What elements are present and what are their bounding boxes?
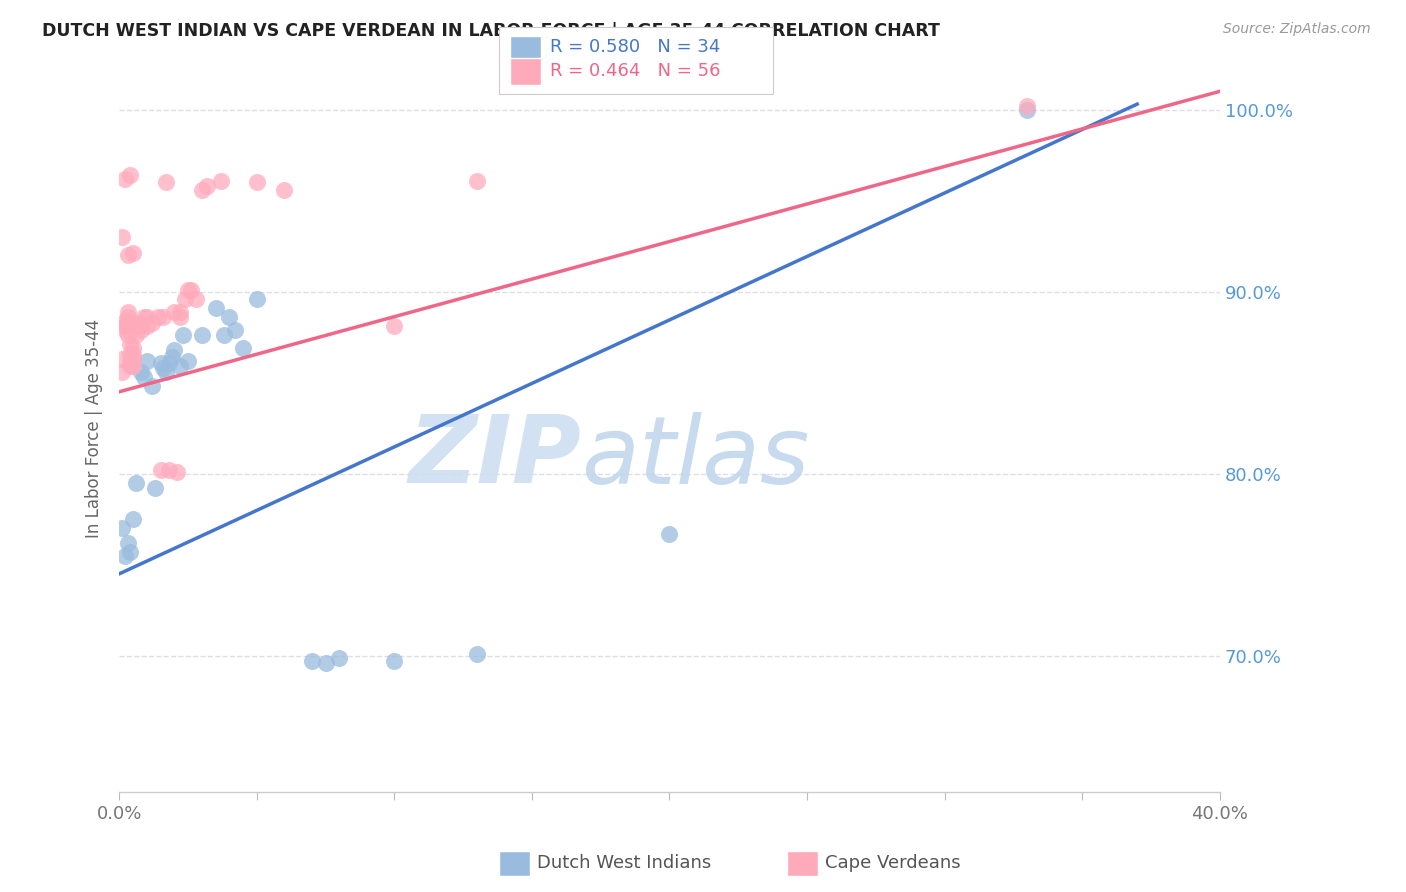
Point (166, 465, 188, 479)
Point (117, 319, 139, 334)
Point (163, 343, 186, 357)
Point (180, 283, 202, 297)
Point (117, 310, 139, 325)
Point (132, 370, 155, 384)
Point (465, 647, 488, 661)
Point (169, 359, 191, 374)
Point (246, 175, 269, 189)
Point (117, 328, 139, 343)
Point (128, 319, 150, 334)
Point (125, 328, 148, 343)
Point (111, 521, 134, 535)
Point (149, 463, 172, 477)
Point (135, 310, 157, 325)
Point (315, 656, 337, 670)
Point (122, 359, 145, 374)
Point (191, 328, 214, 343)
Point (122, 346, 145, 360)
Point (1017, 103, 1039, 117)
Point (135, 353, 157, 368)
Point (114, 549, 136, 563)
Point (658, 526, 681, 541)
Text: ZIP: ZIP (409, 411, 582, 503)
Point (146, 310, 169, 325)
Point (114, 171, 136, 186)
Point (111, 230, 134, 244)
Text: R = 0.464   N = 56: R = 0.464 N = 56 (550, 62, 720, 80)
Point (157, 356, 180, 370)
Text: DUTCH WEST INDIAN VS CAPE VERDEAN IN LABOR FORCE | AGE 35-44 CORRELATION CHART: DUTCH WEST INDIAN VS CAPE VERDEAN IN LAB… (42, 22, 941, 40)
Point (114, 319, 136, 334)
Point (177, 283, 200, 297)
Point (155, 365, 177, 379)
Point (212, 328, 235, 343)
Point (163, 304, 186, 318)
Point (120, 356, 142, 370)
Point (174, 292, 197, 306)
Text: Dutch West Indians: Dutch West Indians (537, 855, 711, 872)
Point (120, 346, 142, 360)
Point (129, 316, 152, 330)
Point (218, 310, 240, 325)
Point (160, 350, 183, 364)
Point (117, 316, 139, 330)
Point (465, 173, 488, 187)
Point (132, 310, 155, 325)
Text: atlas: atlas (582, 412, 810, 503)
Point (195, 179, 218, 194)
Point (384, 319, 406, 334)
Point (117, 248, 139, 262)
Point (169, 310, 191, 325)
Point (114, 323, 136, 337)
Text: R = 0.580   N = 34: R = 0.580 N = 34 (550, 38, 720, 56)
Point (172, 328, 194, 343)
Point (125, 319, 148, 334)
Point (111, 351, 134, 366)
Point (122, 246, 145, 260)
Point (186, 292, 208, 306)
Point (273, 183, 295, 197)
Y-axis label: In Labor Force | Age 35-44: In Labor Force | Age 35-44 (86, 318, 103, 538)
Point (149, 356, 172, 370)
Point (232, 341, 254, 355)
Point (152, 310, 174, 325)
Point (328, 650, 350, 665)
Point (122, 351, 145, 366)
Point (301, 654, 323, 668)
Point (129, 323, 152, 337)
Point (152, 361, 174, 376)
Point (204, 301, 226, 315)
Point (128, 316, 150, 330)
Point (157, 463, 180, 477)
Point (122, 512, 145, 526)
Point (117, 304, 139, 318)
Point (209, 173, 232, 187)
Point (191, 183, 214, 197)
Point (155, 175, 177, 189)
Point (143, 481, 166, 495)
Point (141, 316, 163, 330)
Point (120, 337, 142, 351)
Point (120, 168, 142, 182)
Point (114, 314, 136, 328)
Point (129, 365, 152, 379)
Point (122, 341, 145, 355)
Point (246, 292, 269, 306)
Point (177, 353, 200, 368)
Point (120, 545, 142, 559)
Point (120, 359, 142, 374)
Text: Source: ZipAtlas.com: Source: ZipAtlas.com (1223, 22, 1371, 37)
Point (169, 304, 191, 318)
Point (1017, 99, 1039, 113)
Point (125, 475, 148, 490)
Point (135, 319, 157, 334)
Text: Cape Verdeans: Cape Verdeans (825, 855, 960, 872)
Point (141, 379, 163, 393)
Point (224, 323, 246, 337)
Point (111, 365, 134, 379)
Point (117, 536, 139, 550)
Point (384, 654, 406, 668)
